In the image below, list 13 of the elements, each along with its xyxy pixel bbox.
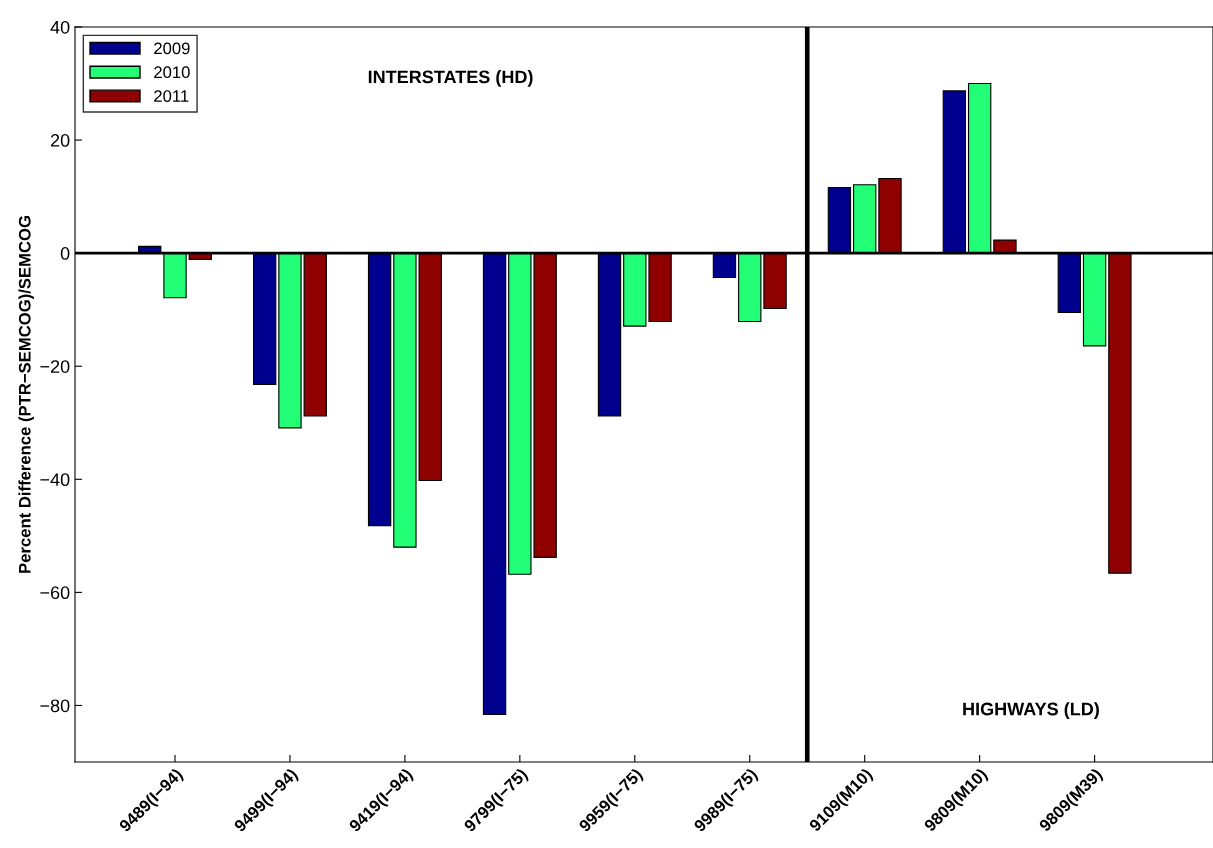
y-axis-title: Percent Difference (PTR−SEMCOG)/SEMCOG bbox=[18, 216, 34, 573]
legend-label: 2011 bbox=[154, 90, 189, 102]
legend-label: 2010 bbox=[154, 66, 190, 79]
legend-label: 2009 bbox=[154, 42, 190, 55]
y-tick-label: 20 bbox=[50, 134, 70, 147]
y-tick-label: −60 bbox=[40, 586, 70, 600]
y-tick-label: −80 bbox=[40, 699, 70, 713]
annotation: INTERSTATES (HD) bbox=[368, 70, 533, 87]
y-tick-label: 40 bbox=[50, 20, 70, 34]
y-tick-label: 0 bbox=[60, 247, 70, 260]
y-tick-label: −40 bbox=[40, 473, 70, 487]
y-tick-label: −20 bbox=[40, 360, 70, 373]
annotation: HIGHWAYS (LD) bbox=[963, 702, 1099, 719]
